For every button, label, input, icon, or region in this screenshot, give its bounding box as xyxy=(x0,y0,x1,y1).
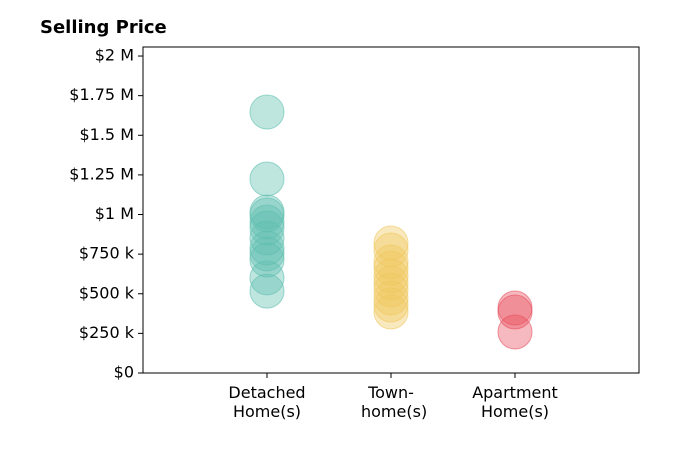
point xyxy=(373,232,409,268)
y-tick-label: $750 k xyxy=(79,244,135,263)
point xyxy=(249,260,285,296)
point xyxy=(497,294,533,330)
y-tick-label: $1.75 M xyxy=(69,85,134,104)
y-tick-label: $1.5 M xyxy=(79,125,134,144)
point xyxy=(373,225,409,261)
y-tick-label: $1.25 M xyxy=(69,164,134,183)
x-tick-label: Detached Home(s) xyxy=(228,383,306,421)
y-tick-label: $500 k xyxy=(79,283,135,302)
point xyxy=(373,294,409,330)
y-tick-label: $2 M xyxy=(95,46,134,65)
chart-title: Selling Price xyxy=(40,17,167,38)
point xyxy=(373,287,409,323)
y-tick-label: $0 xyxy=(114,363,134,382)
x-tick-label: Apartment Home(s) xyxy=(472,383,558,421)
x-tick-label: Town-home(s) xyxy=(361,383,428,421)
point xyxy=(373,265,409,301)
point xyxy=(249,161,285,197)
point xyxy=(249,94,285,130)
point xyxy=(249,220,285,256)
point xyxy=(249,273,285,309)
point xyxy=(373,280,409,316)
y-tick-label: $250 k xyxy=(79,323,135,342)
y-tick-label: $1 M xyxy=(95,204,134,223)
point xyxy=(249,242,285,278)
point xyxy=(373,258,409,294)
point xyxy=(497,314,533,350)
point xyxy=(373,250,409,286)
point xyxy=(373,272,409,308)
point xyxy=(249,210,285,246)
